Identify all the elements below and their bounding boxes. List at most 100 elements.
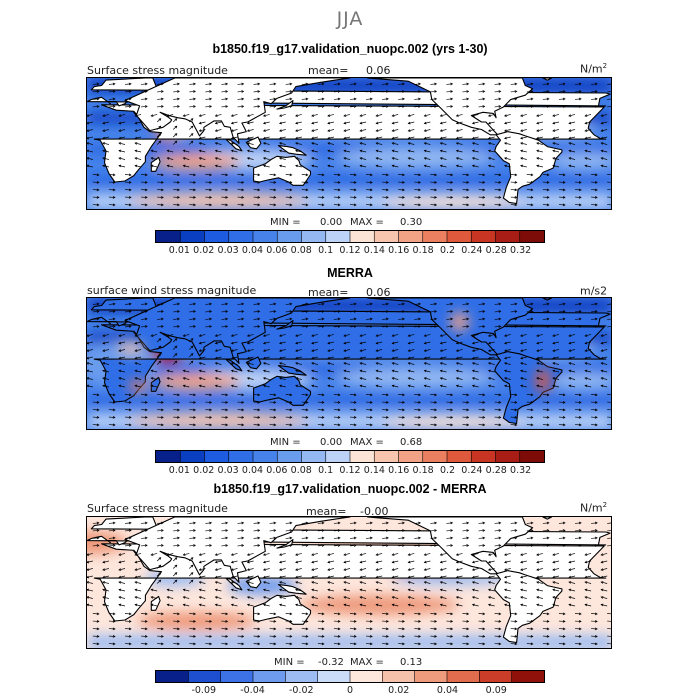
wind-vector-head: [439, 362, 443, 365]
wind-vector-head: [241, 536, 245, 540]
wind-vector-head: [504, 588, 507, 592]
colorbar-swatch: [519, 231, 544, 242]
wind-vector-head: [311, 157, 315, 160]
wind-vector: [343, 356, 351, 359]
colorbar-tick-label: 0.06: [266, 245, 288, 256]
wind-vector-head: [498, 400, 502, 404]
wind-vector: [552, 150, 560, 153]
wind-vector: [607, 303, 611, 305]
wind-vector-head: [504, 553, 507, 556]
wind-vector-head: [198, 553, 202, 556]
wind-vector: [382, 529, 389, 532]
wind-vector: [141, 90, 148, 93]
wind-vector: [488, 370, 495, 373]
wind-vector-head: [466, 544, 470, 547]
wind-vector: [87, 362, 93, 365]
wind-vector: [382, 325, 389, 328]
wind-vector: [446, 83, 453, 85]
wind-vector-head: [337, 97, 341, 101]
wind-vector: [359, 385, 367, 388]
wind-vector: [301, 90, 308, 93]
wind-vector: [87, 560, 93, 563]
wind-vector: [359, 596, 367, 599]
wind-vector-head: [600, 341, 604, 345]
wind-vector-head: [610, 544, 611, 545]
panel-3-colorbar-ticks: -0.09 -0.04 -0.02 0 0.02 0.04 0.09: [155, 685, 545, 697]
wind-vector-head: [327, 384, 331, 388]
wind-vector-head: [423, 377, 427, 380]
wind-vector-head: [257, 415, 261, 419]
wind-vector-head: [87, 575, 90, 579]
wind-vector-head: [96, 393, 100, 397]
wind-vector: [568, 362, 576, 365]
wind-vector: [279, 385, 286, 388]
wind-vector: [167, 553, 174, 556]
wind-vector-head: [375, 149, 379, 153]
wind-vector-head: [455, 588, 459, 592]
wind-vector-head: [112, 393, 116, 397]
wind-vector-head: [536, 362, 540, 365]
wind-vector: [568, 568, 576, 571]
wind-vector: [601, 553, 608, 556]
wind-vector-head: [134, 560, 138, 564]
wind-vector: [92, 529, 99, 532]
wind-vector-head: [177, 423, 180, 427]
wind-vector-head: [230, 553, 234, 556]
wind-vector: [247, 604, 254, 607]
wind-vector: [585, 121, 592, 124]
wind-vector-head: [144, 310, 148, 313]
wind-vector-head: [96, 82, 100, 86]
wind-vector-head: [102, 581, 106, 584]
wind-vector-head: [230, 149, 234, 153]
wind-vector-head: [230, 369, 234, 373]
wind-vector: [102, 589, 109, 592]
wind-vector-head: [166, 334, 170, 337]
wind-vector: [118, 341, 126, 344]
wind-vector-head: [530, 415, 534, 419]
wind-vector: [221, 529, 228, 532]
wind-vector-head: [112, 310, 116, 313]
wind-vector: [285, 105, 292, 108]
wind-vector: [424, 604, 431, 607]
wind-vector-head: [321, 310, 325, 313]
wind-vector: [568, 385, 576, 388]
wind-vector-head: [353, 642, 357, 646]
wind-vector: [333, 98, 340, 100]
wind-vector-head: [279, 121, 282, 125]
wind-vector-head: [343, 136, 347, 140]
wind-vector-head: [118, 362, 122, 365]
wind-vector: [263, 150, 270, 153]
wind-vector-head: [359, 568, 363, 571]
wind-vector: [585, 114, 592, 117]
wind-vector-head: [482, 529, 486, 532]
wind-vector: [568, 596, 576, 599]
colorbar-tick-label: 0: [346, 685, 354, 696]
wind-vector-head: [536, 356, 540, 360]
wind-vector-head: [546, 627, 550, 631]
wind-vector-head: [402, 627, 405, 631]
wind-vector-head: [546, 619, 550, 623]
wind-vector-head: [375, 341, 379, 345]
wind-vector-head: [536, 142, 540, 145]
wind-vector: [118, 575, 126, 578]
wind-vector-head: [546, 195, 550, 199]
wind-vector: [488, 596, 495, 599]
wind-vector: [285, 529, 292, 532]
wind-vector-head: [418, 529, 422, 532]
wind-vector: [279, 596, 286, 599]
wind-vector-head: [369, 408, 373, 412]
wind-vector: [424, 370, 431, 373]
wind-vector: [102, 581, 109, 584]
wind-vector: [343, 604, 351, 607]
wind-vector: [199, 129, 206, 132]
wind-vector: [398, 105, 405, 108]
wind-vector-head: [273, 423, 277, 427]
wind-vector-head: [375, 142, 379, 145]
wind-vector: [520, 596, 527, 599]
wind-vector-head: [536, 341, 540, 345]
wind-vector-head: [600, 149, 604, 153]
wind-vector-head: [578, 310, 582, 313]
wind-vector-head: [182, 114, 186, 117]
wind-vector: [87, 341, 93, 344]
wind-vector: [488, 377, 495, 380]
